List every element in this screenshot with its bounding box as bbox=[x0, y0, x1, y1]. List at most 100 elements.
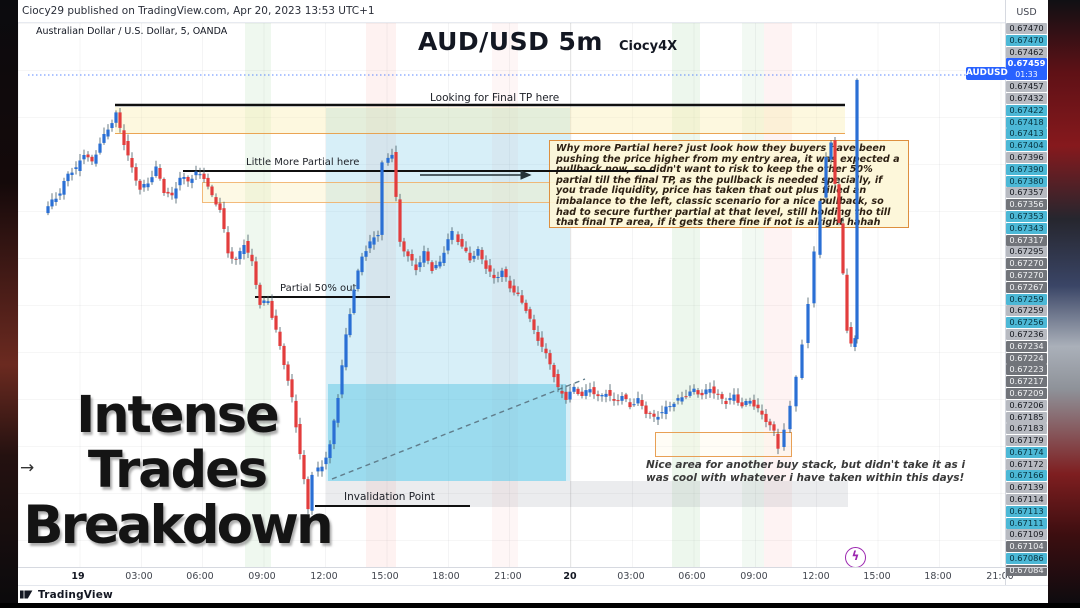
price-label: 0.67267 bbox=[1006, 281, 1047, 293]
price-label: 0.67470 bbox=[1006, 34, 1047, 46]
why-partial-note[interactable]: Why more Partial here? just look how the… bbox=[549, 140, 909, 228]
price-label: 0.67432 bbox=[1006, 92, 1047, 104]
session-band-red bbox=[366, 23, 396, 568]
price-label: 0.67343 bbox=[1006, 222, 1047, 234]
price-label: 0.67380 bbox=[1006, 175, 1047, 187]
current-price-label: 0.67459 01:33 bbox=[1006, 58, 1047, 81]
final-tp-zone[interactable] bbox=[115, 107, 845, 134]
watermark-text: Intense Trades Breakdown bbox=[23, 386, 334, 556]
price-label: 0.67353 bbox=[1006, 210, 1047, 222]
time-label: 06:00 bbox=[678, 571, 706, 582]
price-label: 0.67418 bbox=[1006, 116, 1047, 128]
time-label: 15:00 bbox=[371, 571, 399, 582]
price-label: 0.67086 bbox=[1006, 553, 1047, 565]
price-label: 0.67413 bbox=[1006, 128, 1047, 140]
price-label: 0.67462 bbox=[1006, 46, 1047, 58]
price-label: 0.67114 bbox=[1006, 494, 1047, 506]
time-label: 09:00 bbox=[740, 571, 768, 582]
video-frame-right-edge bbox=[1048, 0, 1080, 608]
tradingview-brand[interactable]: TradingView bbox=[20, 588, 113, 601]
time-label: 12:00 bbox=[802, 571, 830, 582]
price-label: 0.67457 bbox=[1006, 81, 1047, 93]
time-label: 03:00 bbox=[125, 571, 153, 582]
session-band-red bbox=[764, 23, 792, 568]
price-label: 0.67174 bbox=[1006, 446, 1047, 458]
time-label: 09:00 bbox=[248, 571, 276, 582]
price-label: 0.67396 bbox=[1006, 151, 1047, 163]
session-band-green bbox=[245, 23, 271, 568]
time-label: 03:00 bbox=[617, 571, 645, 582]
price-label: 0.67357 bbox=[1006, 187, 1047, 199]
day-separator-line bbox=[570, 23, 571, 568]
price-scale-currency: USD bbox=[1016, 7, 1037, 18]
price-label: 0.67256 bbox=[1006, 317, 1047, 329]
footer-bar: TradingView bbox=[0, 585, 1048, 604]
time-label: 19 bbox=[71, 571, 85, 582]
pullback-dashed-line bbox=[331, 378, 586, 480]
time-label: 20 bbox=[563, 571, 577, 582]
price-label: 0.67209 bbox=[1006, 387, 1047, 399]
price-label: 0.67317 bbox=[1006, 234, 1047, 246]
price-label: 0.67422 bbox=[1006, 104, 1047, 116]
little-more-partial-label[interactable]: Little More Partial here bbox=[246, 157, 360, 168]
time-label: 21:00 bbox=[494, 571, 522, 582]
price-label: 0.67270 bbox=[1006, 269, 1047, 281]
page-title: AUD/USD 5m bbox=[418, 27, 603, 56]
price-label: 0.67185 bbox=[1006, 411, 1047, 423]
price-label: 0.67270 bbox=[1006, 258, 1047, 270]
invalidation-label[interactable]: Invalidation Point bbox=[344, 491, 435, 503]
time-label: 15:00 bbox=[863, 571, 891, 582]
candlestick-series bbox=[46, 78, 859, 515]
price-label: 0.67172 bbox=[1006, 458, 1047, 470]
price-label: 0.67084 bbox=[1006, 564, 1047, 576]
price-label: 0.67139 bbox=[1006, 482, 1047, 494]
session-band-green bbox=[672, 23, 700, 568]
time-label: 18:00 bbox=[924, 571, 952, 582]
price-label: 0.67179 bbox=[1006, 435, 1047, 447]
nice-area-note[interactable]: Nice area for another buy stack, but did… bbox=[646, 459, 966, 484]
time-label: 18:00 bbox=[432, 571, 460, 582]
bar-countdown: 01:33 bbox=[1015, 70, 1038, 80]
price-label: 0.67470 bbox=[1006, 23, 1047, 34]
publish-info: Ciocy29 published on TradingView.com, Ap… bbox=[22, 5, 375, 17]
price-label: 0.67166 bbox=[1006, 470, 1047, 482]
time-axis-separator bbox=[18, 567, 1048, 568]
time-label: 12:00 bbox=[310, 571, 338, 582]
invalidation-zone-gray[interactable] bbox=[326, 481, 848, 507]
price-label: 0.67404 bbox=[1006, 140, 1047, 152]
chart-pane[interactable]: Why more Partial here? just look how the… bbox=[18, 22, 1005, 568]
price-label: 0.67234 bbox=[1006, 340, 1047, 352]
tradingview-brand-label: TradingView bbox=[38, 588, 113, 601]
buy-stack-area-box[interactable] bbox=[655, 432, 792, 457]
video-frame-left-edge bbox=[0, 0, 18, 608]
symbol-description: Australian Dollar / U.S. Dollar, 5, OAND… bbox=[36, 26, 228, 37]
chart-drawing-layer bbox=[28, 74, 966, 515]
symbol-tag: AUDUSD bbox=[966, 67, 1008, 80]
price-label: 0.67295 bbox=[1006, 246, 1047, 258]
price-label: 0.67109 bbox=[1006, 529, 1047, 541]
price-scale-separator bbox=[1005, 0, 1006, 585]
time-label: 21:00 bbox=[986, 571, 1014, 582]
price-label: 0.67183 bbox=[1006, 423, 1047, 435]
price-label: 0.67390 bbox=[1006, 163, 1047, 175]
final-tp-label[interactable]: Looking for Final TP here bbox=[430, 92, 560, 104]
partial-50-label[interactable]: Partial 50% out bbox=[280, 283, 357, 294]
price-label: 0.67259 bbox=[1006, 305, 1047, 317]
price-label: 0.67217 bbox=[1006, 376, 1047, 388]
price-label: 0.67113 bbox=[1006, 505, 1047, 517]
price-label: 0.67223 bbox=[1006, 364, 1047, 376]
price-label: 0.67111 bbox=[1006, 517, 1047, 529]
price-label: 0.67224 bbox=[1006, 352, 1047, 364]
arrow-right-icon: → bbox=[20, 458, 35, 478]
price-scale[interactable]: 0.67470 0.67470 0.67462 0.67459 01:33 0.67457… bbox=[1006, 23, 1047, 577]
lightning-icon: ϟ bbox=[851, 549, 860, 563]
price-label: 0.67236 bbox=[1006, 328, 1047, 340]
instant-trading-button[interactable]: ϟ bbox=[845, 547, 866, 568]
price-label: 0.67104 bbox=[1006, 541, 1047, 553]
price-label: 0.67259 bbox=[1006, 293, 1047, 305]
price-label: 0.67206 bbox=[1006, 399, 1047, 411]
time-axis[interactable]: 19 03:00 06:00 09:00 12:00 15:00 18:00 21:00 20 0… bbox=[0, 568, 1048, 585]
time-label: 06:00 bbox=[186, 571, 214, 582]
video-frame-bottom-edge bbox=[0, 603, 1080, 608]
